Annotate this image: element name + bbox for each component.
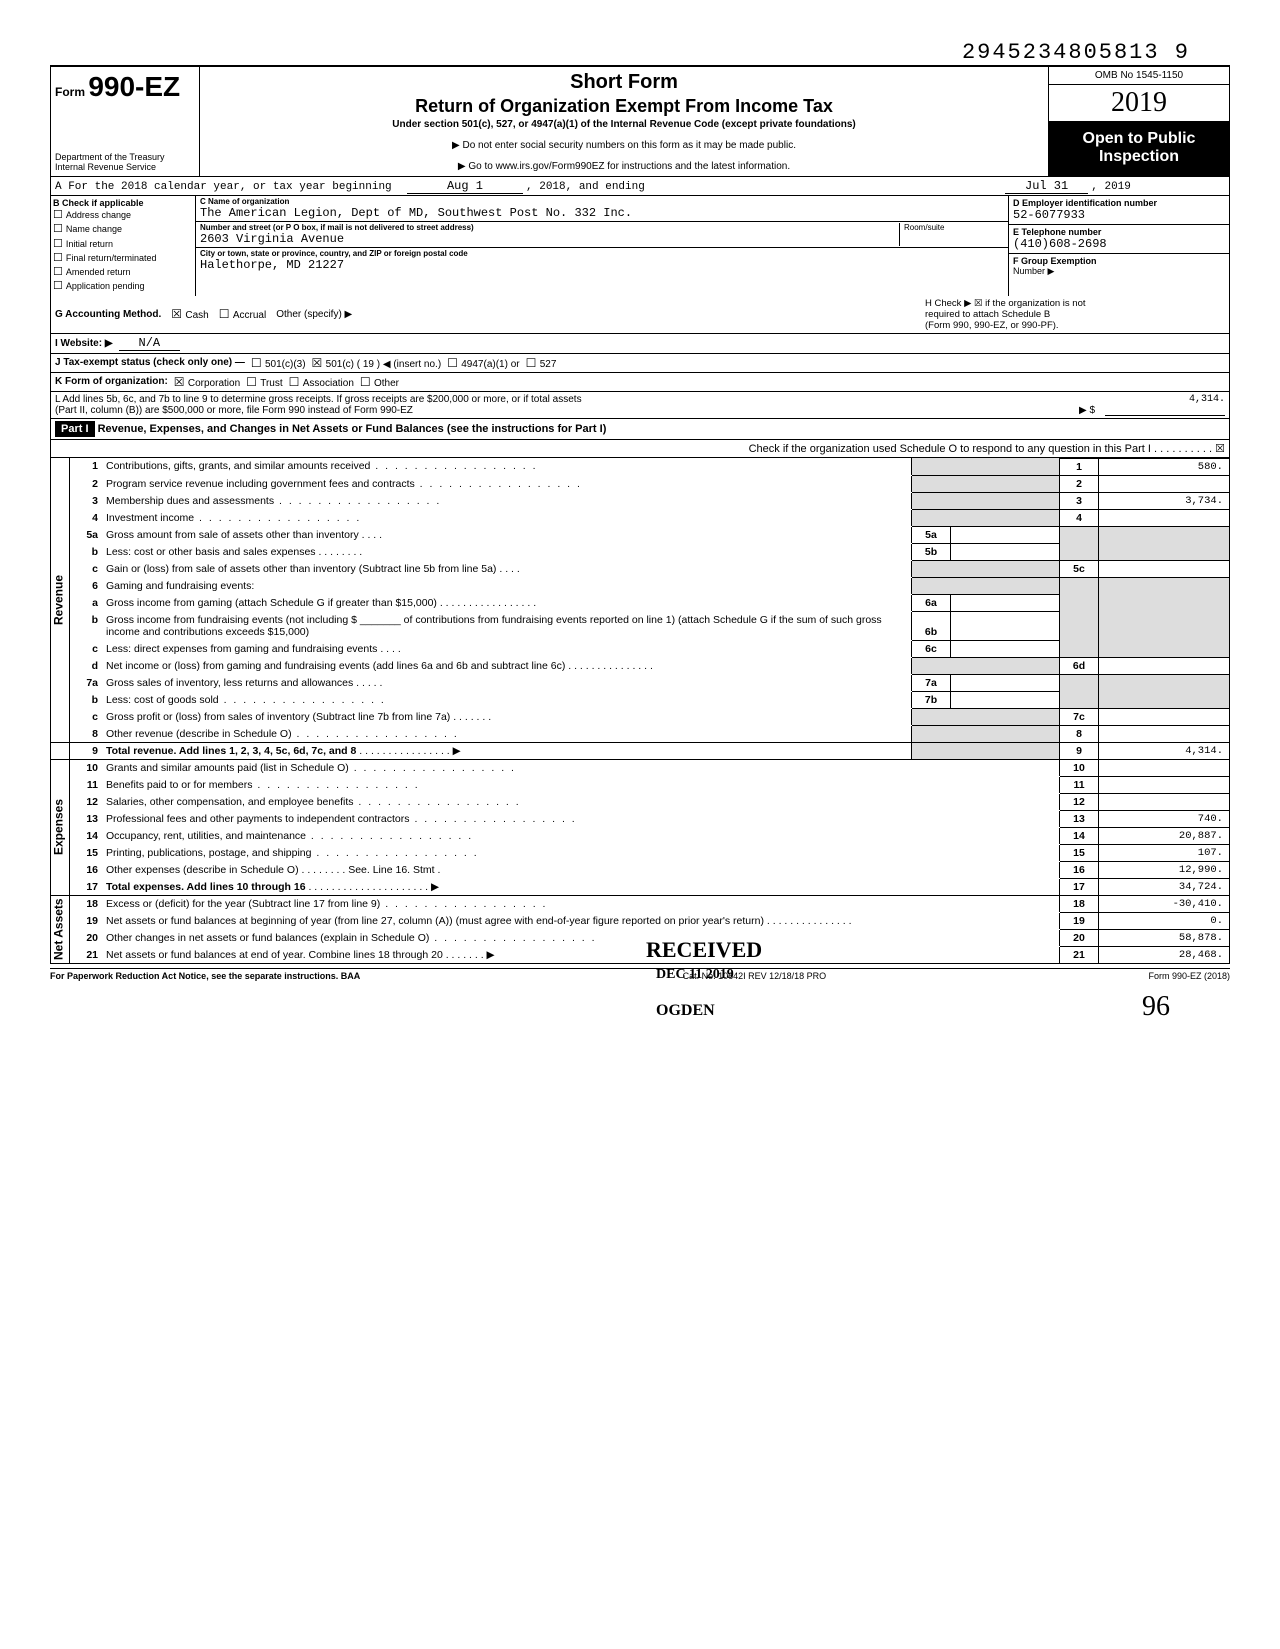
header-right: OMB No 1545-1150 2019 Open to PublicInsp… [1049,67,1229,176]
cat-no: Cat. No. 10642I REV 12/18/18 PRO [683,971,827,981]
department: Department of the Treasury Internal Reve… [55,152,195,172]
line-21-val: 28,468. [1099,946,1230,963]
line-18-val: -30,410. [1099,895,1230,912]
line-12-val [1099,793,1230,810]
paperwork-notice: For Paperwork Reduction Act Notice, see … [50,971,360,981]
title: Short Form Return of Organization Exempt… [200,67,1049,176]
line-k: K Form of organization: Corporation Trus… [50,373,1230,392]
line-10-val [1099,759,1230,776]
group-exemption-row: F Group Exemption Number ▶ [1009,254,1229,279]
line-g-h: G Accounting Method. Cash Accrual Other … [50,296,1230,334]
col-b-checks: B Check if applicable Address change Nam… [51,196,196,296]
tax-year: 2019 [1049,85,1229,122]
col-right-info: D Employer identification number 52-6077… [1008,196,1229,296]
line-l: L Add lines 5b, 6c, and 7b to line 9 to … [50,392,1230,419]
line-5c-val [1099,560,1230,577]
city-row: City or town, state or province, country… [196,248,1008,273]
line-6d-val [1099,657,1230,674]
gross-receipts: 4,314. [1105,394,1225,416]
line-4-val [1099,509,1230,526]
street-address: 2603 Virginia Avenue [200,232,344,246]
line-3-val: 3,734. [1099,492,1230,509]
document-id: 2945234805813 9 [50,40,1190,65]
return-title: Return of Organization Exempt From Incom… [206,96,1042,117]
check-501c[interactable]: 501(c) ( 19 ) ◀ (insert no.) [312,356,442,370]
form-rev: Form 990-EZ (2018) [1148,971,1230,981]
footer: For Paperwork Reduction Act Notice, see … [50,968,1230,981]
check-initial-return[interactable]: Initial return [53,237,193,251]
col-c: C Name of organization The American Legi… [196,196,1008,296]
check-amended-return[interactable]: Amended return [53,265,193,279]
check-527[interactable]: 527 [526,356,557,370]
net-assets-label: Net Assets [51,895,70,963]
other-specify: Other (specify) ▶ [276,309,352,320]
page-number-handwritten: 96 [50,991,1170,1023]
accounting-label: G Accounting Method. [55,309,161,320]
ein: 52-6077933 [1013,208,1085,222]
expenses-label: Expenses [51,759,70,895]
lines-table: Revenue 1Contributions, gifts, grants, a… [50,458,1230,964]
check-501c3[interactable]: 501(c)(3) [251,356,306,370]
check-cash[interactable]: Cash [171,307,208,321]
org-name-row: C Name of organization The American Legi… [196,196,1008,222]
city-state-zip: Halethorpe, MD 21227 [200,258,344,272]
info-grid: B Check if applicable Address change Nam… [50,196,1230,296]
form-number: Form 990-EZ [55,71,195,103]
line-13-val: 740. [1099,810,1230,827]
part-i-check: Check if the organization used Schedule … [50,440,1230,458]
check-other-org[interactable]: Other [360,375,399,389]
line-9-val: 4,314. [1099,742,1230,759]
omb-number: OMB No 1545-1150 [1049,67,1229,85]
check-corporation[interactable]: Corporation [174,375,240,389]
line-17-val: 34,724. [1099,878,1230,895]
line-a: A For the 2018 calendar year, or tax yea… [50,177,1230,196]
form-label: Form 990-EZ Department of the Treasury I… [51,67,200,176]
check-4947[interactable]: 4947(a)(1) or [447,356,519,370]
header: Form 990-EZ Department of the Treasury I… [50,65,1230,177]
subtitle: Under section 501(c), 527, or 4947(a)(1)… [206,119,1042,130]
url-notice: ▶ Go to www.irs.gov/Form990EZ for instru… [206,161,1042,172]
website: N/A [119,336,181,351]
phone-row: E Telephone number (410)608-2698 [1009,225,1229,254]
check-name-change[interactable]: Name change [53,222,193,236]
revenue-label: Revenue [51,458,70,742]
ein-row: D Employer identification number 52-6077… [1009,196,1229,225]
line-2-val [1099,475,1230,492]
line-1-val: 580. [1099,458,1230,475]
line-20-val: 58,878. [1099,929,1230,946]
line-16-val: 12,990. [1099,861,1230,878]
part-i-label: Part I [55,421,95,437]
line-j: J Tax-exempt status (check only one) — 5… [50,354,1230,373]
line-19-val: 0. [1099,912,1230,929]
line-11-val [1099,776,1230,793]
ssn-notice: ▶ Do not enter social security numbers o… [206,140,1042,151]
org-name: The American Legion, Dept of MD, Southwe… [200,206,632,220]
line-8-val [1099,725,1230,742]
check-trust[interactable]: Trust [246,375,283,389]
line-i: I Website: ▶ N/A [50,334,1230,354]
open-to-public: Open to PublicInspection [1049,122,1229,176]
address-row: Number and street (or P O box, if mail i… [196,222,1008,248]
h-schedule-b: H Check ▶ ☒ if the organization is not r… [925,298,1225,331]
form-container: 2945234805813 9 Form 990-EZ Department o… [50,40,1230,1023]
room-suite: Room/suite [899,223,1004,246]
line-15-val: 107. [1099,844,1230,861]
check-address-change[interactable]: Address change [53,208,193,222]
check-final-return[interactable]: Final return/terminated [53,251,193,265]
part-i-header: Part I Revenue, Expenses, and Changes in… [50,419,1230,440]
line-7c-val [1099,708,1230,725]
line-14-val: 20,887. [1099,827,1230,844]
phone: (410)608-2698 [1013,237,1107,251]
short-form-title: Short Form [206,71,1042,94]
check-association[interactable]: Association [289,375,354,389]
check-application-pending[interactable]: Application pending [53,279,193,293]
check-accrual[interactable]: Accrual [219,307,266,321]
